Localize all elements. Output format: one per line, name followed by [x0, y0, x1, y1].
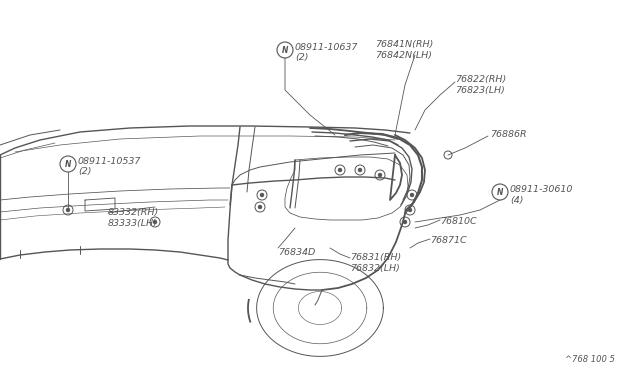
Circle shape	[403, 220, 407, 224]
Text: (2): (2)	[78, 167, 92, 176]
Circle shape	[153, 220, 157, 224]
Circle shape	[410, 193, 414, 197]
Text: 76842N(LH): 76842N(LH)	[375, 51, 432, 60]
Circle shape	[258, 205, 262, 209]
Text: 08911-30610: 08911-30610	[510, 185, 573, 194]
Text: (4): (4)	[510, 196, 524, 205]
Text: 76841N(RH): 76841N(RH)	[375, 40, 433, 49]
Text: 76831(RH): 76831(RH)	[350, 253, 401, 262]
Text: (2): (2)	[295, 53, 308, 62]
Circle shape	[358, 168, 362, 172]
Text: 76834D: 76834D	[278, 248, 316, 257]
Text: 76871C: 76871C	[430, 236, 467, 245]
Text: 08911-10537: 08911-10537	[78, 157, 141, 166]
Text: 76810C: 76810C	[440, 217, 477, 226]
Text: 83333(LH): 83333(LH)	[108, 219, 158, 228]
Circle shape	[66, 208, 70, 212]
Circle shape	[260, 193, 264, 197]
Circle shape	[408, 208, 412, 212]
Text: N: N	[282, 45, 288, 55]
Text: 83332(RH): 83332(RH)	[108, 208, 159, 217]
Text: 76832(LH): 76832(LH)	[350, 264, 400, 273]
Text: 76823(LH): 76823(LH)	[455, 86, 505, 95]
Circle shape	[338, 168, 342, 172]
Text: ^768 100 5: ^768 100 5	[565, 355, 615, 364]
Text: 76822(RH): 76822(RH)	[455, 75, 506, 84]
Text: 76886R: 76886R	[490, 130, 527, 139]
Text: 08911-10637: 08911-10637	[295, 43, 358, 52]
Circle shape	[378, 173, 382, 177]
Text: N: N	[497, 187, 503, 196]
Text: N: N	[65, 160, 71, 169]
